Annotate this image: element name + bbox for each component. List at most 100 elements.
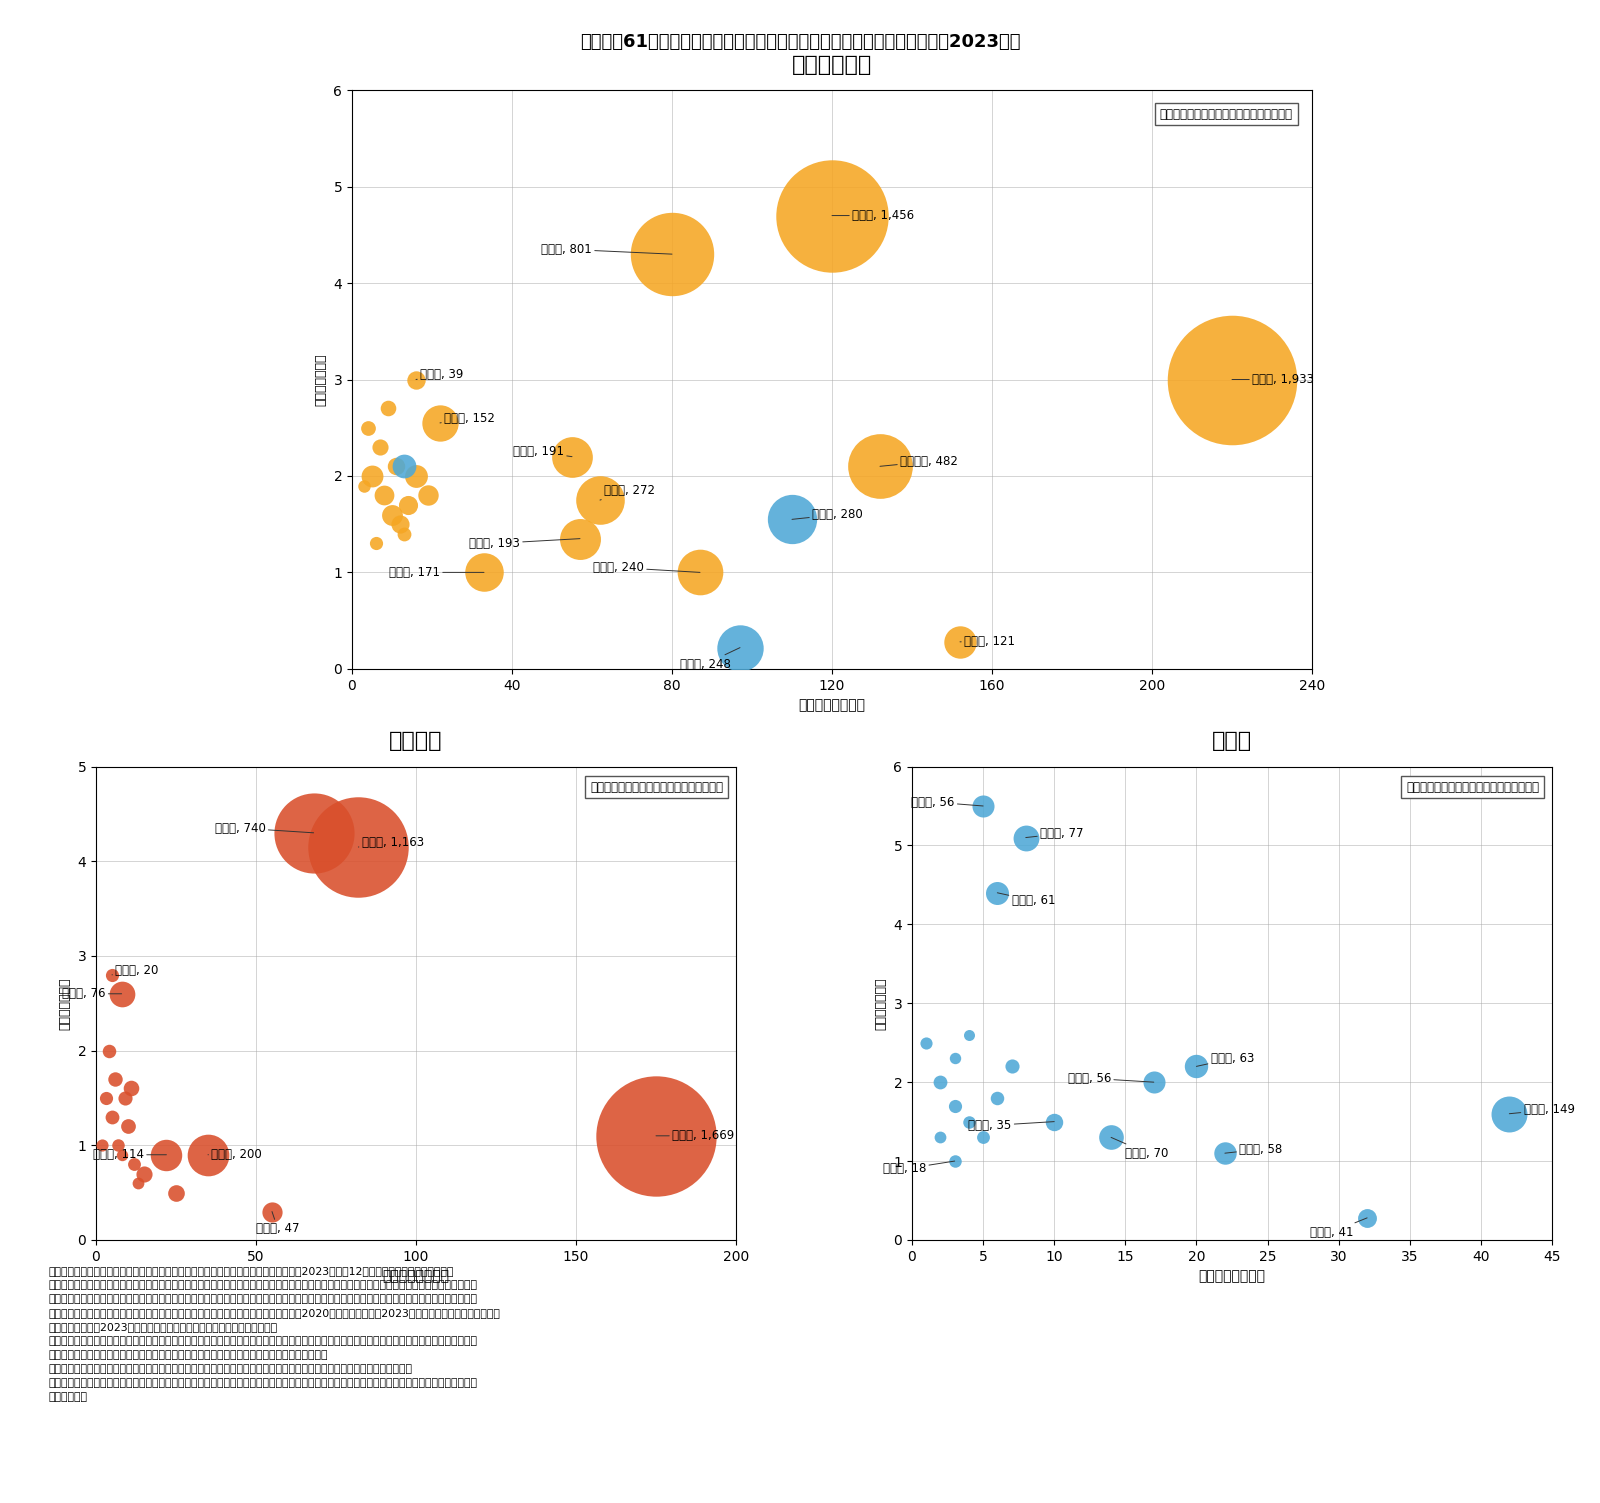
Point (96, 1039, 122, 1063)
Point (643, 1124, 669, 1148)
Point (1496, 1102, 1522, 1126)
Point (688, 561, 714, 585)
Text: 福岡県, 1,669: 福岡県, 1,669 (656, 1129, 734, 1142)
Text: 広島県, 272: 広島県, 272 (600, 484, 654, 500)
Point (403, 367, 429, 391)
Text: 石川県, 152: 石川県, 152 (440, 412, 494, 424)
Point (416, 482, 442, 507)
Point (867, 454, 893, 478)
Point (984, 881, 1010, 905)
Point (125, 1171, 150, 1195)
Point (427, 410, 453, 434)
Text: 岐阜県, 70: 岐阜県, 70 (1110, 1138, 1168, 1160)
Y-axis label: 平均泊数（泊）: 平均泊数（泊） (315, 353, 328, 406)
Point (387, 513, 413, 537)
Text: 円の面積：訪日外国人旅行消費額（億円）: 円の面積：訪日外国人旅行消費額（億円） (590, 780, 723, 794)
Point (99, 1105, 125, 1129)
Point (928, 1126, 954, 1150)
Text: 静岡県, 171: 静岡県, 171 (389, 567, 483, 579)
Text: 沖縄県, 801: 沖縄県, 801 (541, 243, 672, 256)
Point (195, 1142, 221, 1166)
Text: 山梨県, 58: 山梨県, 58 (1226, 1142, 1282, 1156)
Point (1042, 1109, 1067, 1133)
Text: 長野県, 191: 長野県, 191 (514, 445, 573, 458)
Point (566, 526, 592, 550)
Point (947, 630, 973, 654)
Title: 東アジア: 東アジア (389, 730, 443, 752)
Point (118, 1076, 144, 1100)
Point (1013, 825, 1038, 849)
Text: 沖縄県, 56: 沖縄県, 56 (912, 795, 982, 809)
Text: 埼玉県, 39: 埼玉県, 39 (416, 368, 464, 382)
Point (659, 242, 685, 266)
Point (1098, 1126, 1123, 1150)
Point (819, 203, 845, 227)
Point (395, 493, 421, 517)
Point (379, 502, 405, 526)
X-axis label: 訪問者数（万人）: 訪問者数（万人） (1198, 1269, 1266, 1284)
Point (371, 482, 397, 507)
Point (942, 1148, 968, 1172)
Point (560, 445, 586, 469)
Text: 山梨県, 114: 山梨県, 114 (93, 1148, 166, 1162)
Point (998, 1055, 1024, 1079)
Point (470, 561, 496, 585)
Point (957, 1109, 982, 1133)
Point (942, 1046, 968, 1070)
Text: 奈良県, 121: 奈良県, 121 (960, 636, 1014, 648)
Y-axis label: 平均泊数（泊）: 平均泊数（泊） (875, 977, 888, 1030)
Text: 静岡県, 35: 静岡県, 35 (968, 1120, 1054, 1132)
Point (779, 508, 805, 532)
Point (957, 1022, 982, 1046)
X-axis label: 訪問者数（万人）: 訪問者数（万人） (798, 697, 866, 712)
Point (346, 836, 371, 860)
Point (99, 963, 125, 987)
Point (587, 488, 613, 513)
Point (259, 1199, 285, 1223)
Text: 山梨県, 280: 山梨県, 280 (792, 508, 862, 522)
Text: 北海道, 1,163: 北海道, 1,163 (358, 836, 424, 849)
Point (1219, 367, 1245, 391)
Point (93, 1085, 118, 1109)
Point (374, 397, 400, 421)
Point (163, 1181, 189, 1205)
Point (109, 981, 134, 1006)
Point (1184, 1055, 1210, 1079)
Title: 全国籍・地域: 全国籍・地域 (792, 54, 872, 75)
Text: 奈良県, 47: 奈良県, 47 (256, 1211, 299, 1235)
Point (109, 1142, 134, 1166)
Text: 石川県, 63: 石川県, 63 (1197, 1052, 1254, 1067)
Text: 兵庫県, 248: 兵庫県, 248 (680, 648, 739, 670)
Point (115, 1114, 141, 1138)
Point (358, 464, 386, 488)
Text: 岐阜県, 193: 岐阜県, 193 (469, 537, 579, 550)
Point (90, 1133, 115, 1157)
Text: 北海道, 1,456: 北海道, 1,456 (832, 209, 914, 222)
Point (984, 1085, 1010, 1109)
Text: 福岡県, 61: 福岡県, 61 (997, 893, 1054, 908)
Point (301, 821, 326, 845)
Point (942, 1094, 968, 1118)
Point (914, 1031, 939, 1055)
Point (928, 1070, 954, 1094)
Point (112, 1085, 138, 1109)
Text: 新潟県, 20: 新潟県, 20 (112, 963, 158, 977)
Text: 大分県, 200: 大分県, 200 (208, 1148, 262, 1162)
Text: 福岡県, 1,933: 福岡県, 1,933 (1232, 373, 1314, 386)
Text: 北海道, 77: 北海道, 77 (1026, 827, 1083, 840)
Text: 奈良県, 41: 奈良県, 41 (1310, 1217, 1366, 1238)
Text: 円の面積：訪日外国人旅行消費額（億円）: 円の面積：訪日外国人旅行消費額（億円） (1160, 108, 1293, 120)
Point (352, 473, 378, 497)
Point (970, 1126, 995, 1150)
Point (1354, 1205, 1379, 1229)
Text: 長野県, 56: 長野県, 56 (1067, 1072, 1154, 1085)
Point (403, 464, 429, 488)
Text: 栃木県, 18: 栃木県, 18 (883, 1160, 955, 1175)
Text: 香川県, 76: 香川県, 76 (62, 987, 122, 1001)
Title: 欧米豪: 欧米豪 (1211, 730, 1253, 752)
Y-axis label: 平均泊数（泊）: 平均泊数（泊） (59, 977, 72, 1030)
Point (102, 1067, 128, 1091)
Point (131, 1162, 157, 1186)
Point (970, 794, 995, 818)
Point (355, 416, 381, 440)
